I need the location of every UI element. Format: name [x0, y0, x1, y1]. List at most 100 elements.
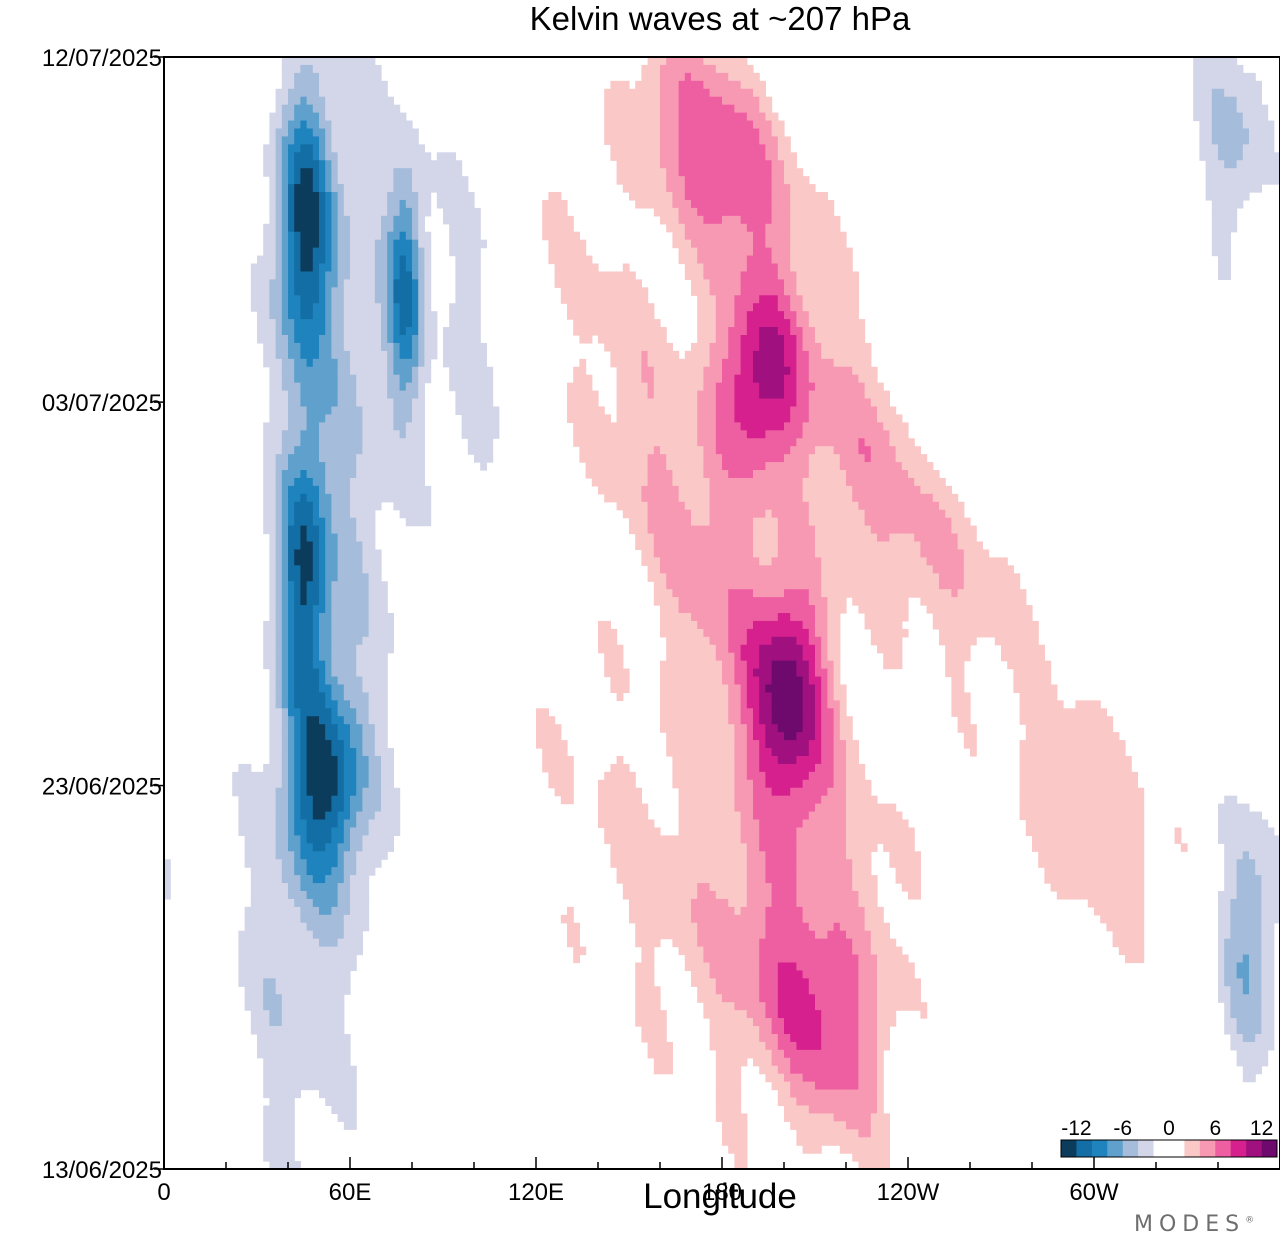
contour-cell	[418, 438, 425, 447]
contour-cell	[337, 358, 345, 368]
contour-cell	[263, 223, 270, 233]
contour-cell	[1218, 128, 1225, 138]
contour-cell	[784, 168, 791, 177]
contour-cell	[412, 192, 419, 201]
contour-cell	[697, 398, 704, 408]
contour-cell	[709, 199, 717, 209]
contour-cell	[746, 342, 754, 352]
contour-cell	[759, 207, 766, 217]
contour-cell	[288, 239, 295, 249]
contour-cell	[895, 565, 903, 574]
contour-cell	[393, 303, 401, 312]
contour-cell	[1199, 64, 1207, 74]
contour-cell	[350, 509, 357, 519]
contour-cell	[412, 517, 419, 527]
contour-cell	[381, 589, 388, 598]
contour-cell	[684, 485, 692, 495]
contour-cell	[629, 366, 636, 376]
contour-cell	[858, 366, 866, 376]
contour-cell	[703, 597, 711, 606]
contour-cell	[765, 168, 773, 177]
contour-cell	[312, 525, 320, 535]
contour-cell	[815, 438, 822, 447]
contour-cell	[418, 184, 425, 193]
contour-cell	[895, 589, 903, 598]
contour-cell	[263, 263, 270, 273]
contour-cell	[784, 374, 791, 384]
contour-cell	[784, 446, 791, 455]
contour-cell	[821, 430, 828, 439]
contour-cell	[1218, 215, 1225, 225]
contour-cell	[579, 247, 587, 257]
contour-cell	[945, 541, 952, 551]
contour-cell	[418, 477, 425, 487]
contour-cell	[1249, 168, 1256, 177]
contour-cell	[412, 366, 419, 376]
contour-cell	[312, 493, 320, 503]
contour-cell	[306, 485, 314, 495]
contour-cell	[412, 398, 419, 408]
contour-cell	[635, 104, 642, 114]
contour-cell	[306, 271, 314, 280]
contour-cell	[753, 485, 760, 495]
contour-cell	[697, 327, 704, 336]
contour-cell	[467, 319, 475, 328]
contour-cell	[746, 493, 754, 503]
contour-cell	[325, 406, 332, 416]
contour-cell	[250, 287, 258, 296]
contour-cell	[622, 493, 630, 503]
contour-cell	[734, 398, 742, 408]
contour-cell	[362, 247, 370, 257]
contour-cell	[461, 279, 469, 288]
contour-cell	[684, 144, 692, 153]
contour-cell	[895, 470, 903, 479]
contour-cell	[319, 509, 326, 519]
contour-cell	[728, 470, 735, 479]
contour-cell	[697, 192, 704, 201]
contour-cell	[784, 414, 791, 423]
contour-cell	[709, 96, 717, 106]
contour-cell	[350, 279, 357, 288]
contour-cell	[753, 327, 760, 336]
contour-cell	[790, 223, 797, 233]
contour-cell	[387, 144, 394, 153]
contour-cell	[722, 541, 729, 551]
contour-cell	[728, 223, 735, 233]
contour-cell	[827, 215, 835, 225]
contour-cell	[622, 327, 630, 336]
contour-cell	[889, 573, 897, 582]
contour-cell	[412, 485, 419, 495]
contour-cell	[728, 263, 735, 273]
contour-cell	[740, 199, 748, 209]
contour-cell	[1218, 263, 1225, 273]
contour-cell	[579, 311, 587, 320]
contour-cell	[467, 342, 475, 352]
contour-cell	[610, 430, 618, 439]
contour-cell	[703, 128, 711, 138]
contour-cell	[368, 342, 376, 352]
contour-cell	[852, 501, 859, 511]
contour-cell	[573, 390, 580, 400]
contour-cell	[294, 168, 301, 177]
contour-cell	[653, 57, 661, 66]
contour-cell	[765, 462, 773, 471]
contour-cell	[368, 255, 376, 265]
contour-cell	[746, 104, 754, 114]
contour-cell	[970, 581, 977, 590]
contour-cell	[753, 358, 760, 368]
contour-cell	[275, 239, 283, 249]
contour-cell	[951, 565, 959, 574]
contour-cell	[337, 72, 345, 82]
contour-cell	[294, 80, 301, 90]
contour-cell	[467, 430, 475, 439]
contour-cell	[325, 446, 332, 455]
contour-cell	[629, 358, 636, 368]
contour-cell	[275, 279, 283, 288]
contour-cell	[765, 104, 773, 114]
contour-cell	[1230, 80, 1238, 90]
contour-cell	[660, 207, 667, 217]
contour-cell	[815, 414, 822, 423]
contour-cell	[709, 485, 717, 495]
contour-cell	[666, 549, 673, 558]
contour-cell	[678, 112, 686, 122]
